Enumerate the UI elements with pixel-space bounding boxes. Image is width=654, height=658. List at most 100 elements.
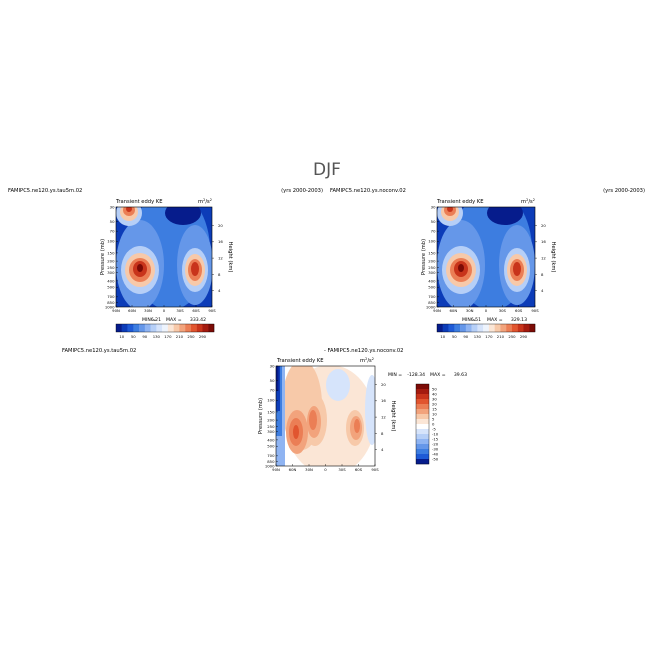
period-label: (yrs 2000-2003) bbox=[603, 188, 645, 194]
colorbar-label: 0 bbox=[432, 421, 435, 426]
colorbar-frame bbox=[436, 323, 536, 333]
contour-fill bbox=[447, 207, 453, 212]
y2-tick-label: 12 bbox=[218, 256, 223, 261]
max-label: MAX = bbox=[487, 317, 503, 323]
colorbar-label: 20 bbox=[432, 401, 437, 406]
y-tick-label: 250 bbox=[107, 265, 115, 270]
y-tick-label: 1000 bbox=[105, 304, 115, 309]
y-tick-label: 100 bbox=[267, 398, 275, 403]
y-tick-label: 100 bbox=[107, 239, 115, 244]
y-tick-label: 500 bbox=[428, 285, 436, 290]
colorbar-swatch bbox=[416, 414, 429, 420]
x-tick-label: 0 bbox=[324, 467, 327, 472]
contour-fill bbox=[191, 262, 199, 276]
max-label: MAX = bbox=[430, 372, 446, 378]
colorbar-label: 90 bbox=[463, 334, 468, 339]
contour-fill bbox=[309, 410, 317, 430]
contour-fill bbox=[276, 366, 279, 391]
max-value: 333.42 bbox=[190, 317, 206, 323]
x-tick-label: 60S bbox=[515, 308, 523, 313]
colorbar-swatch bbox=[437, 324, 443, 332]
colorbar-label: 250 bbox=[508, 334, 516, 339]
colorbar-swatch bbox=[416, 389, 429, 395]
x-tick-label: 30N bbox=[305, 467, 313, 472]
colorbar-label: 10 bbox=[119, 334, 124, 339]
colorbar-frame bbox=[115, 323, 215, 333]
colorbar-swatch bbox=[477, 324, 484, 332]
colorbar-swatch bbox=[202, 324, 209, 332]
y-tick-label: 850 bbox=[107, 300, 115, 305]
y2-tick-label: 20 bbox=[218, 223, 223, 228]
y-tick-label: 150 bbox=[107, 250, 115, 255]
colorbar-swatch bbox=[529, 324, 536, 332]
colorbar-label: 50 bbox=[131, 334, 136, 339]
colorbar-swatch bbox=[121, 324, 128, 332]
y2-tick-label: 12 bbox=[541, 256, 546, 261]
colorbar-swatch bbox=[506, 324, 513, 332]
units-label: m2/s2 bbox=[360, 357, 374, 364]
colorbar-swatch bbox=[416, 454, 429, 460]
colorbar-swatch bbox=[185, 324, 192, 332]
colorbar-swatch bbox=[460, 324, 467, 332]
min-value: -128.34 bbox=[407, 372, 425, 378]
contour-fill bbox=[165, 207, 201, 225]
min-value: 6.21 bbox=[151, 317, 161, 323]
y2-axis-label: Height (km) bbox=[550, 242, 556, 273]
colorbar-label: 50 bbox=[452, 334, 457, 339]
contour-fill bbox=[354, 419, 360, 433]
y-tick-label: 50 bbox=[110, 219, 115, 224]
case-label: FAMIPC5.ne120.ys.tau5m.02 bbox=[62, 348, 136, 354]
contour-fill bbox=[458, 264, 464, 272]
colorbar-label: -5 bbox=[432, 426, 436, 431]
x-tick-label: 0 bbox=[163, 308, 166, 313]
x-tick-label: 90S bbox=[531, 308, 539, 313]
y2-axis-label: Height (km) bbox=[390, 401, 396, 432]
colorbar-swatch bbox=[416, 404, 429, 410]
colorbar-label: 40 bbox=[432, 391, 437, 396]
x-tick-label: 60N bbox=[289, 467, 297, 472]
colorbar-label: 210 bbox=[497, 334, 505, 339]
y-tick-label: 100 bbox=[428, 239, 436, 244]
y2-tick-label: 16 bbox=[381, 398, 386, 403]
colorbar-label: 250 bbox=[187, 334, 195, 339]
colorbar-swatch bbox=[139, 324, 146, 332]
x-tick-label: 60S bbox=[192, 308, 200, 313]
field-label: Transient eddy KE bbox=[276, 358, 324, 364]
colorbar-swatch bbox=[511, 324, 518, 332]
x-tick-label: 30S bbox=[176, 308, 184, 313]
y2-tick-label: 20 bbox=[541, 223, 546, 228]
colorbar-label: -15 bbox=[432, 436, 439, 441]
contour-fill bbox=[126, 207, 132, 212]
y-tick-label: 150 bbox=[428, 250, 436, 255]
x-tick-label: 30S bbox=[499, 308, 507, 313]
y-tick-label: 850 bbox=[267, 459, 275, 464]
colorbar-swatch bbox=[416, 394, 429, 400]
colorbar-label: 290 bbox=[520, 334, 528, 339]
y-axis-label: Pressure (mb) bbox=[421, 239, 427, 275]
y-tick-label: 250 bbox=[428, 265, 436, 270]
y-tick-label: 200 bbox=[267, 418, 275, 423]
y-tick-label: 1000 bbox=[426, 304, 436, 309]
y2-tick-label: 8 bbox=[541, 272, 544, 277]
max-label: MAX = bbox=[166, 317, 182, 323]
y-tick-label: 300 bbox=[267, 429, 275, 434]
colorbar-swatch bbox=[454, 324, 461, 332]
x-tick-label: 90N bbox=[112, 308, 120, 313]
y2-tick-label: 8 bbox=[218, 272, 221, 277]
colorbar-label: 130 bbox=[153, 334, 161, 339]
contour-fill bbox=[487, 207, 523, 225]
colorbar-swatch bbox=[196, 324, 203, 332]
colorbar-swatch bbox=[442, 324, 449, 332]
x-tick-label: 90N bbox=[272, 467, 280, 472]
diff-case-label: - FAMIPC5.ne120.ys.noconv.02 bbox=[324, 348, 403, 354]
y-tick-label: 30 bbox=[270, 363, 275, 368]
y-tick-label: 400 bbox=[267, 437, 275, 442]
colorbar-swatch bbox=[173, 324, 180, 332]
field-label: Transient eddy KE bbox=[115, 199, 163, 205]
colorbar-label: -10 bbox=[432, 431, 439, 436]
colorbar-label: -30 bbox=[432, 446, 439, 451]
colorbar-label: -40 bbox=[432, 451, 439, 456]
panel-difference: FAMIPC5.ne120.ys.tau5m.02 - FAMIPC5.ne12… bbox=[62, 348, 467, 472]
colorbar-swatch bbox=[471, 324, 478, 332]
colorbar-swatch bbox=[416, 419, 429, 425]
